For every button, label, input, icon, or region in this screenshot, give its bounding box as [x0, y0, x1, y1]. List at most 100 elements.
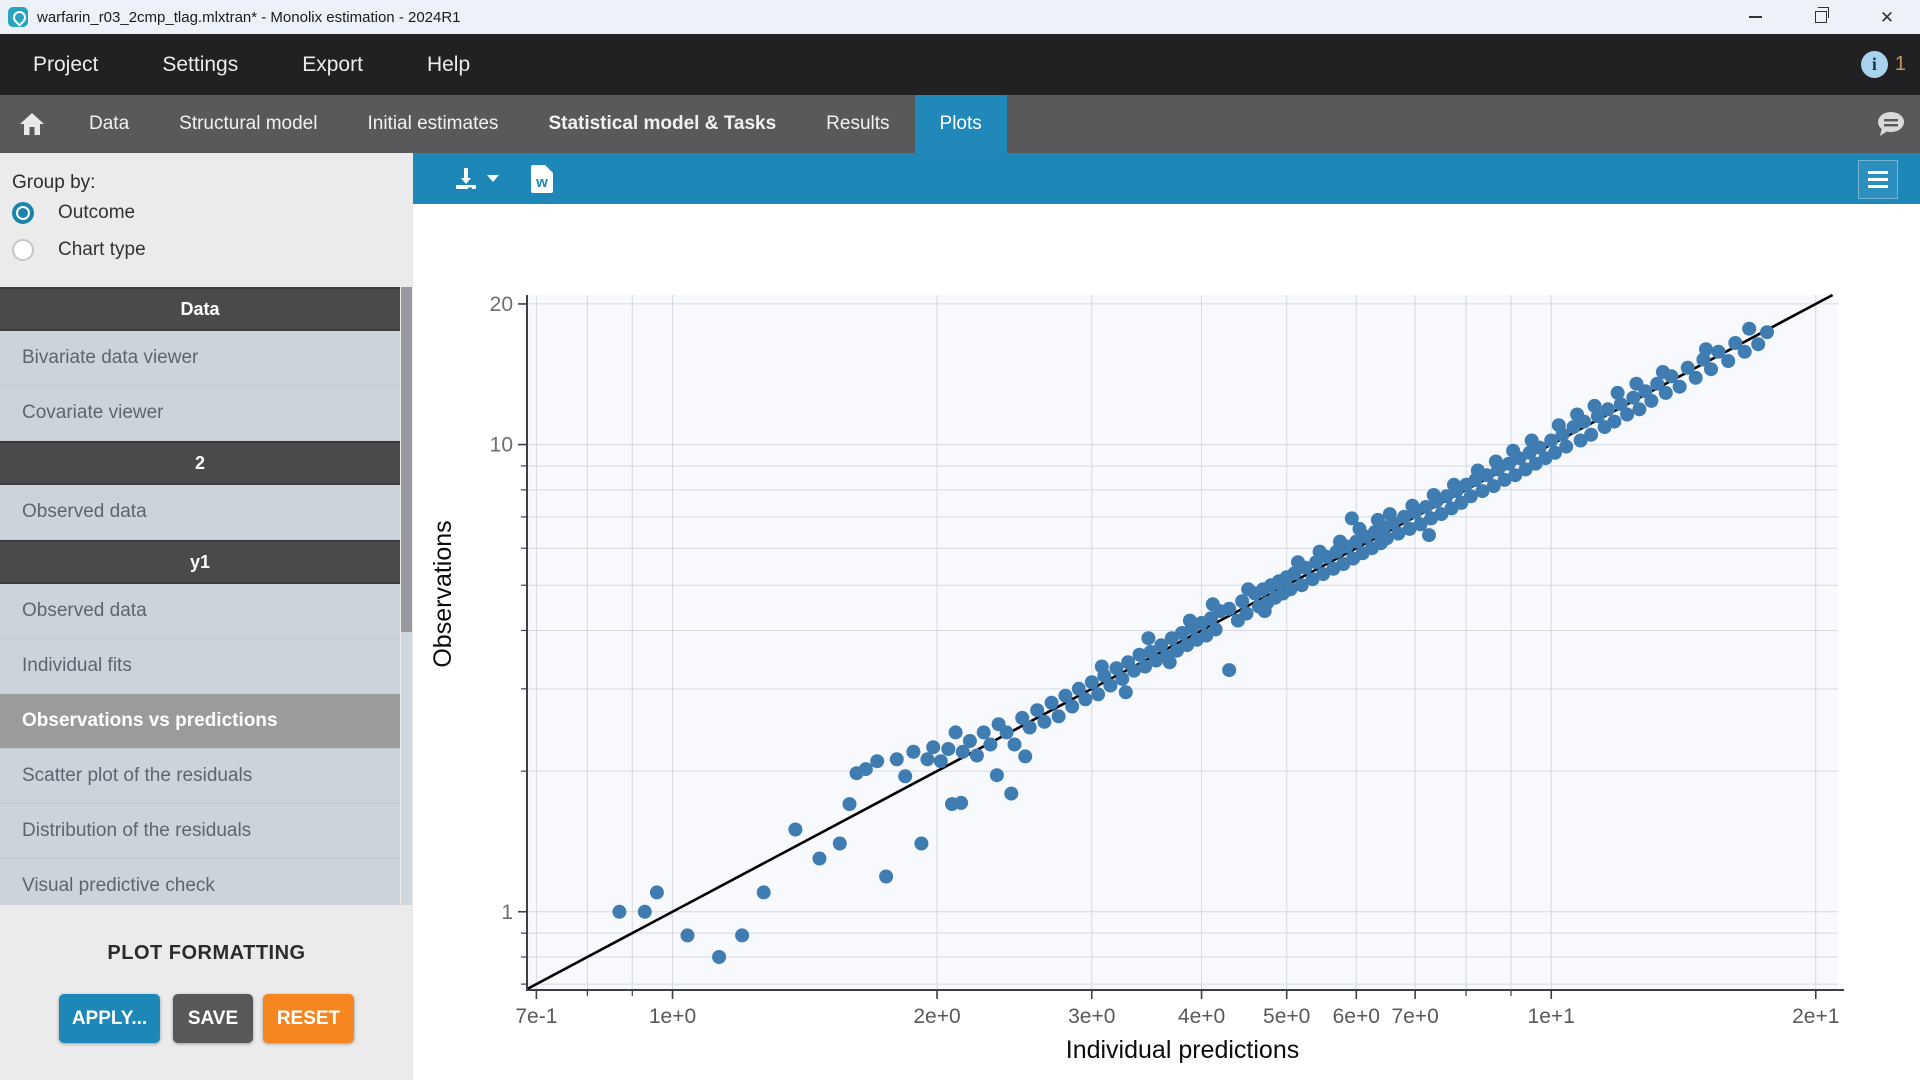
- radio-unselected-icon[interactable]: [12, 239, 34, 261]
- data-point: [1559, 440, 1573, 454]
- data-point: [906, 745, 920, 759]
- plot-item-observed-data[interactable]: Observed data: [0, 485, 400, 540]
- x-tick-label: 1e+0: [649, 1005, 696, 1028]
- data-point: [1045, 696, 1059, 710]
- data-point: [1422, 528, 1436, 542]
- plot-item-observed-data[interactable]: Observed data: [0, 584, 400, 639]
- data-point: [712, 950, 726, 964]
- monolix-logo-icon: [8, 7, 28, 27]
- sidebar-scrollbar: [401, 287, 412, 905]
- reset-button[interactable]: RESET: [263, 994, 354, 1043]
- data-point: [1644, 394, 1658, 408]
- minimize-button[interactable]: [1722, 0, 1788, 34]
- save-button[interactable]: SAVE: [173, 994, 253, 1043]
- restore-icon: [1815, 11, 1827, 23]
- data-point: [1023, 721, 1037, 735]
- plot-item-distribution-of-the-residuals[interactable]: Distribution of the residuals: [0, 804, 400, 859]
- data-point: [1030, 703, 1044, 717]
- radio-outcome[interactable]: Outcome: [12, 199, 135, 227]
- maximize-button[interactable]: [1788, 0, 1854, 34]
- data-point: [870, 754, 884, 768]
- scatter-plot: 7e-11e+02e+03e+04e+05e+06e+07e+01e+12e+1…: [413, 204, 1920, 1080]
- data-point: [890, 752, 904, 766]
- menu-help[interactable]: Help: [427, 53, 470, 77]
- y-tick-label: 20: [490, 293, 513, 316]
- export-dropdown[interactable]: [453, 166, 499, 192]
- menu-settings[interactable]: Settings: [162, 53, 238, 77]
- menu-project[interactable]: Project: [33, 53, 98, 77]
- data-point: [1052, 709, 1066, 723]
- plot-item-covariate-viewer[interactable]: Covariate viewer: [0, 386, 400, 441]
- data-point: [1115, 672, 1129, 686]
- radio-selected-icon[interactable]: [12, 202, 34, 224]
- y-tick-label: 1: [501, 901, 513, 924]
- data-point: [963, 734, 977, 748]
- radio-chart-type[interactable]: Chart type: [12, 236, 146, 264]
- y-axis-title: Observations: [429, 520, 457, 667]
- chevron-down-icon: [487, 175, 499, 182]
- data-point: [1742, 322, 1756, 336]
- notification-area[interactable]: i 1: [1861, 34, 1906, 95]
- home-tab[interactable]: [0, 95, 64, 153]
- tab-statistical-model-tasks[interactable]: Statistical model & Tasks: [523, 95, 801, 153]
- data-point: [735, 928, 749, 942]
- chat-bubble-icon[interactable]: [1874, 109, 1908, 139]
- data-point: [983, 738, 997, 752]
- tab-initial-estimates[interactable]: Initial estimates: [342, 95, 523, 153]
- x-tick-label: 5e+0: [1263, 1005, 1310, 1028]
- data-point: [1163, 655, 1177, 669]
- plot-item-scatter-plot-of-the-residuals[interactable]: Scatter plot of the residuals: [0, 749, 400, 804]
- radio-label: Chart type: [58, 239, 146, 261]
- sidebar-scrollbar-thumb[interactable]: [401, 287, 412, 632]
- tab-results[interactable]: Results: [801, 95, 914, 153]
- section-header-2: 2: [0, 441, 400, 485]
- data-point: [1577, 415, 1591, 429]
- word-export-icon[interactable]: w: [531, 165, 553, 193]
- data-point: [1222, 602, 1236, 616]
- data-point: [1141, 631, 1155, 645]
- data-point: [1607, 415, 1621, 429]
- plot-formatting-title: PLOT FORMATTING: [0, 942, 413, 965]
- x-tick-label: 7e+0: [1391, 1005, 1438, 1028]
- main-area: w 7e-11e+02e+03e+04e+05e+06e+07e+01e+12e…: [413, 153, 1920, 1080]
- data-point: [1704, 362, 1718, 376]
- observations-vs-predictions-chart: 7e-11e+02e+03e+04e+05e+06e+07e+01e+12e+1…: [413, 204, 1920, 1080]
- data-point: [1659, 386, 1673, 400]
- menu-export[interactable]: Export: [302, 53, 363, 77]
- apply-button[interactable]: APPLY...: [59, 994, 160, 1043]
- x-tick-label: 4e+0: [1178, 1005, 1225, 1028]
- menu-bar: Project Settings Export Help i 1: [0, 34, 1920, 95]
- download-icon: [453, 166, 479, 192]
- data-point: [914, 837, 928, 851]
- data-point: [926, 740, 940, 754]
- plot-item-visual-predictive-check[interactable]: Visual predictive check: [0, 859, 400, 905]
- data-point: [1103, 679, 1117, 693]
- data-point: [1065, 700, 1079, 714]
- x-tick-label: 6e+0: [1333, 1005, 1380, 1028]
- tab-structural-model[interactable]: Structural model: [154, 95, 342, 153]
- data-point: [1000, 725, 1014, 739]
- plot-item-observations-vs-predictions[interactable]: Observations vs predictions: [0, 694, 400, 749]
- data-point: [1751, 337, 1765, 351]
- data-point: [879, 870, 893, 884]
- close-button[interactable]: ✕: [1854, 0, 1920, 34]
- data-point: [1119, 685, 1133, 699]
- data-point: [1584, 428, 1598, 442]
- group-by-label: Group by:: [12, 172, 95, 194]
- plot-settings-menu-button[interactable]: [1858, 160, 1898, 199]
- data-point: [1037, 715, 1051, 729]
- tab-data[interactable]: Data: [64, 95, 154, 153]
- close-icon: ✕: [1880, 9, 1894, 26]
- data-point: [898, 769, 912, 783]
- data-point: [1601, 402, 1615, 416]
- data-point: [941, 742, 955, 756]
- radio-label: Outcome: [58, 202, 135, 224]
- info-icon[interactable]: i: [1861, 51, 1888, 78]
- data-point: [681, 928, 695, 942]
- data-point: [970, 749, 984, 763]
- tab-plots[interactable]: Plots: [915, 95, 1007, 153]
- window-controls: ✕: [1722, 0, 1920, 34]
- plot-item-individual-fits[interactable]: Individual fits: [0, 639, 400, 694]
- plot-list: DataBivariate data viewerCovariate viewe…: [0, 287, 413, 905]
- plot-item-bivariate-data-viewer[interactable]: Bivariate data viewer: [0, 331, 400, 386]
